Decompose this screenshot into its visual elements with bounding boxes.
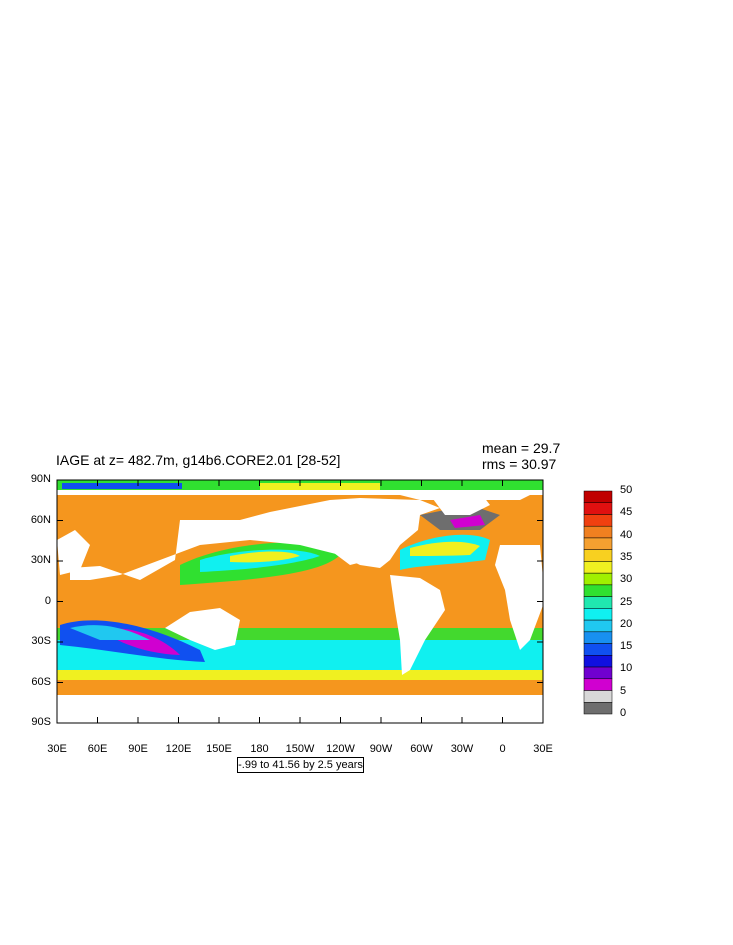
- colorbar-swatch: [583, 490, 613, 503]
- colorbar-swatch: [583, 514, 613, 527]
- colorbar-swatch: [583, 596, 613, 609]
- colorbar-label: 35: [620, 550, 633, 563]
- colorbar-swatch: [583, 678, 613, 691]
- lon-label: 60W: [410, 743, 433, 755]
- lon-label: 120W: [326, 743, 355, 755]
- mean-value: mean = 29.7: [482, 440, 561, 456]
- lon-label: 30E: [533, 743, 553, 755]
- lon-label: 60E: [87, 743, 108, 755]
- rms-value: rms = 30.97: [482, 456, 557, 472]
- lon-label: 150E: [206, 743, 232, 755]
- lon-label: 30E: [47, 743, 67, 755]
- colorbar-swatch: [583, 619, 613, 633]
- contour-interval-note: -.99 to 41.56 by 2.5 years: [237, 757, 364, 773]
- lon-label: 90W: [369, 743, 393, 755]
- colorbar-swatch: [583, 525, 613, 539]
- ocean-field: [57, 480, 543, 723]
- colorbar-label: 20: [620, 617, 633, 630]
- lon-label: 0: [499, 743, 506, 755]
- colorbar-swatch: [583, 666, 613, 680]
- colorbar-swatch: [583, 572, 613, 586]
- colorbar-swatch: [583, 690, 613, 703]
- colorbar-label: 45: [620, 506, 633, 519]
- colorbar-swatch: [583, 561, 613, 574]
- lon-label: 90E: [128, 743, 148, 755]
- lat-label: 60S: [31, 675, 51, 688]
- colorbar-label: 25: [620, 595, 633, 608]
- colorbar-swatch: [583, 631, 613, 644]
- colorbar: [583, 490, 613, 715]
- colorbar-swatch: [583, 608, 613, 621]
- lat-label: 90N: [30, 473, 51, 485]
- colorbar-swatch: [583, 549, 613, 562]
- lat-label: 30S: [31, 635, 51, 647]
- colorbar-label: 50: [620, 484, 633, 496]
- map-title: IAGE at z= 482.7m, g14b6.CORE2.01 [28-52…: [56, 452, 341, 468]
- colorbar-swatch: [583, 655, 613, 668]
- colorbar-swatch: [583, 643, 613, 656]
- colorbar-swatch: [583, 537, 613, 550]
- lat-label: 90S: [31, 716, 51, 728]
- colorbar-label: 40: [620, 528, 633, 541]
- lat-label: 60N: [30, 513, 51, 526]
- colorbar-label: 10: [620, 662, 633, 675]
- lon-label: 150W: [285, 743, 315, 755]
- colorbar-label: 15: [620, 640, 633, 653]
- lat-label: 30N: [30, 554, 51, 566]
- lon-label: 120E: [165, 743, 192, 755]
- colorbar-label: 5: [620, 684, 627, 697]
- lon-label: 30W: [450, 743, 474, 755]
- colorbar-swatch: [583, 584, 613, 597]
- lon-label: 180: [250, 743, 269, 755]
- lat-label: 0: [44, 594, 51, 607]
- colorbar-label: 30: [620, 573, 633, 586]
- colorbar-swatch: [583, 502, 613, 515]
- colorbar-label: 0: [620, 707, 627, 719]
- axis-ticks: [56, 479, 544, 724]
- colorbar-swatch: [583, 702, 613, 715]
